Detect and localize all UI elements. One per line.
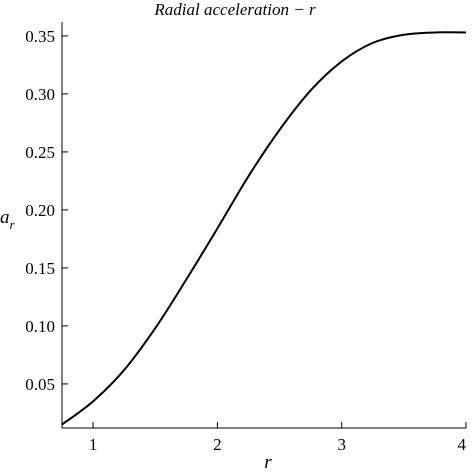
chart-title: Radial acceleration − r xyxy=(153,0,316,19)
y-tick-label: 0.10 xyxy=(25,317,55,336)
y-tick-label: 0.15 xyxy=(25,259,55,278)
y-tick-label: 0.05 xyxy=(25,375,55,394)
x-axis-ticks: 1 2 3 4 xyxy=(89,422,467,454)
x-tick-label: 4 xyxy=(458,435,467,454)
series-layer xyxy=(61,31,467,426)
y-axis-label: ar xyxy=(0,207,16,232)
y-tick-label: 0.25 xyxy=(25,143,55,162)
x-axis-label: r xyxy=(264,452,272,472)
x-tick-label: 2 xyxy=(213,435,222,454)
x-tick-label: 1 xyxy=(89,435,98,454)
axes xyxy=(61,22,466,429)
y-tick-label: 0.20 xyxy=(25,201,55,220)
x-tick-label: 3 xyxy=(337,435,346,454)
y-axis-label-subscript: r xyxy=(10,217,16,232)
y-tick-label: 0.35 xyxy=(25,27,55,46)
y-axis-label-main: a xyxy=(0,207,10,228)
series-line xyxy=(61,31,467,426)
y-tick-label: 0.30 xyxy=(25,85,55,104)
y-axis-ticks: 0.05 0.10 0.15 0.20 0.25 0.30 0.35 xyxy=(25,27,68,394)
